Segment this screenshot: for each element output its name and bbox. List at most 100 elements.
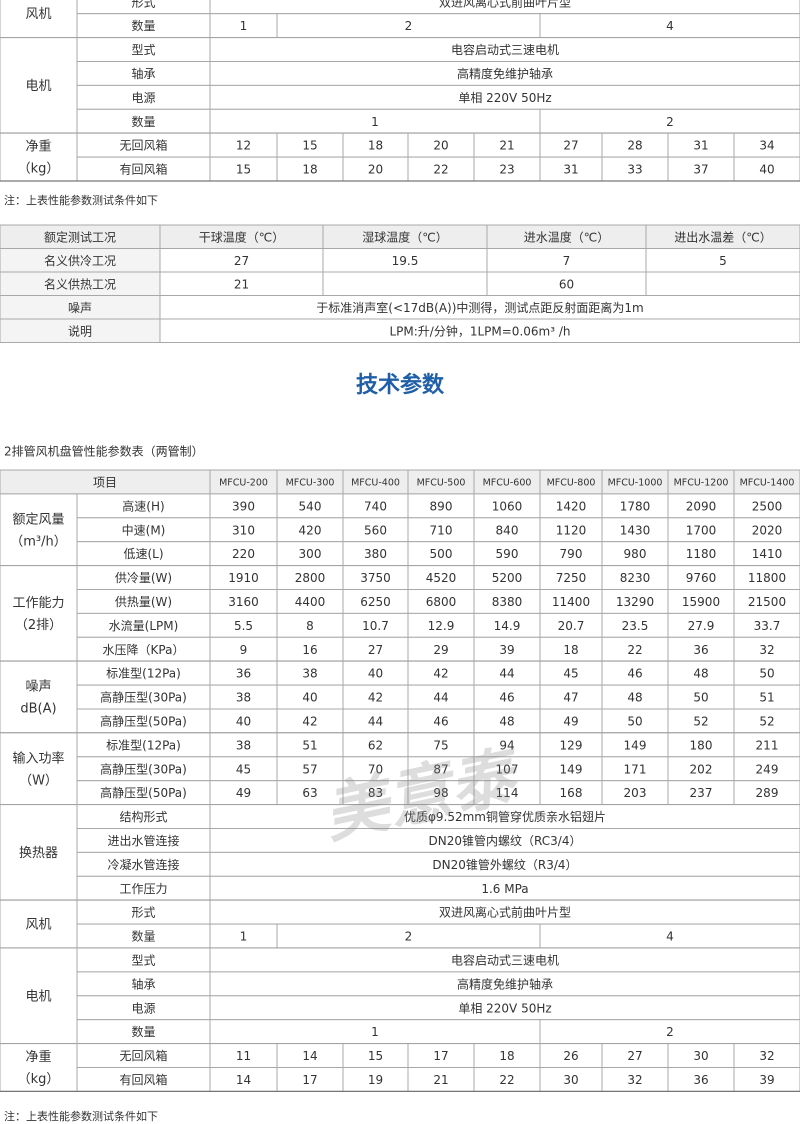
cell-value: 48 <box>499 714 514 728</box>
cell-value: 42 <box>433 667 448 681</box>
group-cell <box>0 732 78 806</box>
row-label: 有回风箱 <box>119 1072 167 1087</box>
cell-value: 优质φ9.52mm铜管穿优质亲水铝翅片 <box>404 809 606 824</box>
cell <box>159 318 800 343</box>
row-label: 中速(M) <box>122 522 166 537</box>
cell-value: 8380 <box>492 595 523 609</box>
cell-value: 15 <box>368 1049 383 1063</box>
cell-value: 1.6 MPa <box>481 882 528 896</box>
cell-value: 20 <box>433 139 448 153</box>
row-label: 高静压型(30Pa) <box>100 761 187 776</box>
cell-value: 36 <box>693 643 708 657</box>
cell-value: 94 <box>499 738 514 752</box>
cell-value: 50 <box>759 667 774 681</box>
row-label: 高静压型(30Pa) <box>100 690 187 705</box>
cell-value: 27 <box>368 643 383 657</box>
cell-value: 4 <box>666 19 674 33</box>
cell-value: 380 <box>364 547 387 561</box>
row-label: 轴承 <box>131 976 155 991</box>
cell-value: 87 <box>433 762 448 776</box>
cell-value: 390 <box>232 499 255 513</box>
cell-value: 单相 220V 50Hz <box>458 91 551 105</box>
cell-value: 8 <box>306 619 314 633</box>
group-cell <box>0 565 78 662</box>
cell-value: 1430 <box>620 523 651 537</box>
cell-value: 560 <box>364 523 387 537</box>
table-caption: 2排管风机盘管性能参数表（两管制） <box>4 444 204 459</box>
cell-value: 双进风离心式前曲叶片型 <box>439 905 571 920</box>
cell <box>645 271 800 296</box>
group-cell <box>0 804 78 901</box>
cell-value: DN20锥管外螺纹（R3/4） <box>432 857 577 872</box>
group-cell <box>0 899 78 949</box>
group-label: 工作能力 <box>12 596 64 611</box>
cell-value: 790 <box>560 547 583 561</box>
cell-value: 5200 <box>492 571 523 585</box>
model-header: MFCU-400 <box>351 477 400 488</box>
cell-value: 4520 <box>426 571 457 585</box>
group-label: 净重 <box>25 1049 51 1065</box>
cell-value: 46 <box>627 667 642 681</box>
cell-value: 32 <box>759 1049 774 1063</box>
cell-value: 45 <box>236 762 251 776</box>
cell-value: 19 <box>368 1073 383 1087</box>
header-cell: 干球温度（℃） <box>199 229 284 244</box>
note: 注：上表性能参数测试条件如下 <box>4 1109 158 1123</box>
cell-value: 40 <box>302 691 317 705</box>
cell-value: 2090 <box>686 499 717 513</box>
cell-value: 840 <box>496 523 519 537</box>
cell-value: 6250 <box>360 595 391 609</box>
cell-value: 202 <box>690 762 713 776</box>
cell-value: 1410 <box>752 547 783 561</box>
group-label: 输入功率 <box>12 750 64 766</box>
cell-value: 22 <box>499 1073 514 1087</box>
row-label: 形式 <box>131 906 155 920</box>
row-label: 水流量(LPM) <box>109 619 179 633</box>
section-title: 技术参数 <box>356 372 445 398</box>
cell-value: 34 <box>759 139 774 153</box>
cell-value: 11 <box>236 1049 251 1063</box>
cell-value: 75 <box>433 738 448 752</box>
cell-value: 27 <box>563 139 578 153</box>
cell-value: 44 <box>499 667 514 681</box>
cell-value: 1910 <box>228 571 259 585</box>
cell-value: 13290 <box>616 595 654 609</box>
cell-value: 2800 <box>295 571 326 585</box>
cell-value: 14.9 <box>494 619 521 633</box>
row-label: 轴承 <box>131 66 155 81</box>
cell-value: 37 <box>693 163 708 177</box>
cell-value: 20.7 <box>558 619 585 633</box>
row-label: 说明 <box>68 323 92 338</box>
cell-value: 1 <box>371 1025 379 1039</box>
group-cell <box>0 1043 78 1092</box>
cell-value: 4 <box>666 930 674 944</box>
row-label: 工作压力 <box>119 882 167 896</box>
cell-value: 42 <box>302 714 317 728</box>
cell-value: 47 <box>563 691 578 705</box>
cell-value: 2500 <box>752 499 783 513</box>
cell-value: 420 <box>299 523 322 537</box>
header-cell: 进水温度（℃） <box>524 229 609 244</box>
cell-value: 237 <box>690 786 713 800</box>
model-header: MFCU-500 <box>417 477 466 488</box>
cell-value: 36 <box>693 1073 708 1087</box>
cell-value: 16 <box>302 643 317 657</box>
cell-value: 9760 <box>686 571 717 585</box>
cell-value: 23.5 <box>622 619 649 633</box>
group-label: （2排） <box>15 618 62 633</box>
cell-value: 18 <box>368 139 383 153</box>
cell-value: 540 <box>299 499 322 513</box>
cell-value: 42 <box>368 691 383 705</box>
group-label: （kg） <box>18 1072 60 1087</box>
header-cell: 湿球温度（℃） <box>362 229 447 244</box>
group-label: 净重 <box>25 139 51 155</box>
cell-value: 电容启动式三速电机 <box>451 42 559 57</box>
cell-value: 57 <box>302 762 317 776</box>
group-label: 额定风量 <box>12 512 64 527</box>
cell-value: 高精度免维护轴承 <box>457 66 553 81</box>
cell-value: 14 <box>236 1073 251 1087</box>
cell-value: 22 <box>433 163 448 177</box>
cell-value: 310 <box>232 523 255 537</box>
model-header: MFCU-1000 <box>608 477 663 488</box>
